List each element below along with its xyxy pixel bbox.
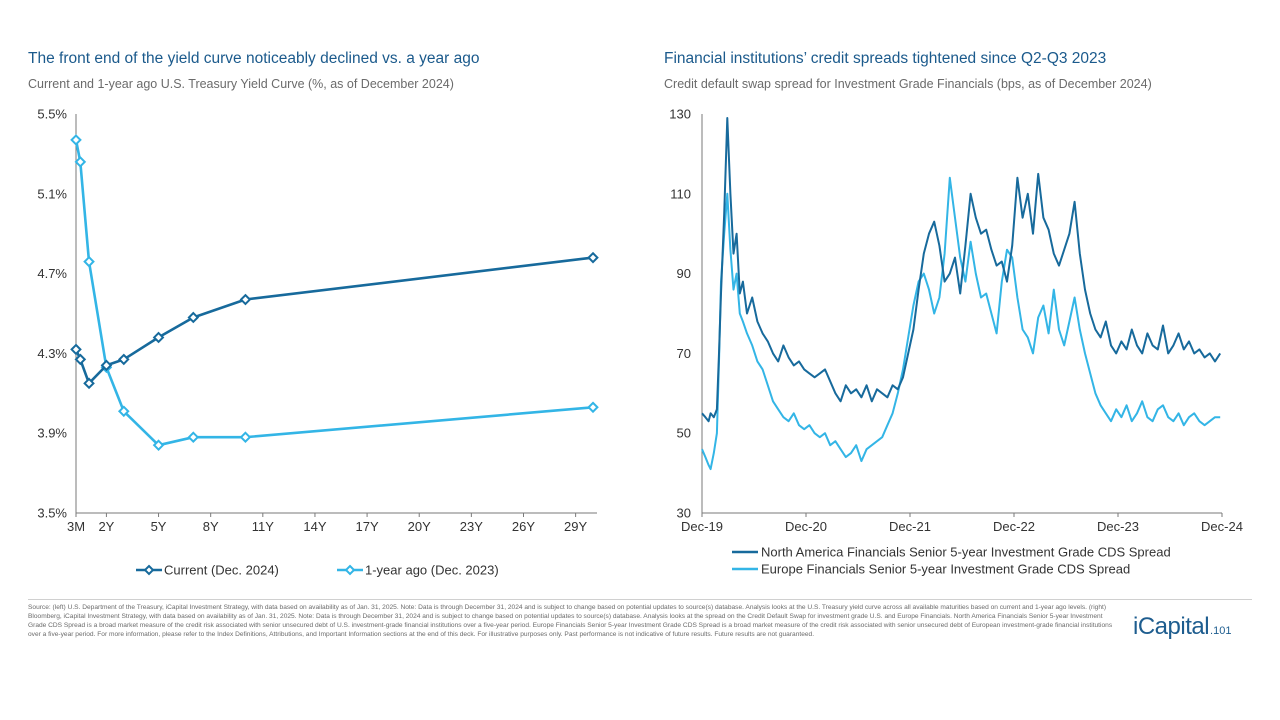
legend-label: Europe Financials Senior 5-year Investme… [761, 562, 1130, 577]
cds-spread-chart: 30 50 70 90 110 130 Dec-19 Dec-20 Dec-21 Dec-22 De… [669, 107, 1243, 577]
data-point-marker [74, 156, 87, 168]
x-tick-label: 8Y [203, 519, 219, 534]
data-point-marker [83, 255, 95, 268]
left-chart-subtitle: Current and 1-year ago U.S. Treasury Yie… [28, 77, 454, 91]
footer-divider [28, 599, 1252, 600]
x-tick-label: 14Y [303, 519, 326, 534]
icapital-logo: iCapital.101 [1133, 613, 1231, 641]
data-point-marker [70, 343, 82, 356]
y-tick-label: 4.7% [37, 266, 67, 281]
legend-label: 1-year ago (Dec. 2023) [365, 563, 499, 578]
y-tick-label: 70 [677, 346, 691, 361]
y-tick-label: 50 [677, 426, 691, 441]
y-tick-label: 5.1% [37, 186, 67, 201]
legend-label: North America Financials Senior 5-year I… [761, 545, 1171, 560]
legend-marker [344, 564, 356, 576]
data-point-marker [152, 439, 165, 451]
x-tick-label: Dec-24 [1201, 519, 1243, 534]
x-tick-label: Dec-22 [993, 519, 1035, 534]
logo-suffix: .101 [1210, 625, 1232, 637]
x-tick-label: 3M [67, 519, 85, 534]
right-chart-title: Financial institutions’ credit spreads t… [664, 50, 1107, 67]
data-point-marker [187, 431, 200, 444]
y-tick-label: 4.3% [37, 346, 67, 361]
logo-wordmark: iCapital [1133, 613, 1210, 640]
data-point-marker [70, 134, 82, 146]
data-point-marker [587, 401, 599, 414]
data-point-marker [117, 405, 130, 418]
data-point-marker [239, 293, 252, 306]
data-point-marker [74, 353, 87, 366]
series-line [701, 176, 1221, 471]
data-point-marker [239, 431, 252, 444]
data-point-marker [100, 359, 113, 372]
y-tick-label: 30 [677, 506, 691, 521]
yield-curve-chart: 3.5% 3.9% 4.3% 4.7% 5.1% 5.5% 3M 2Y 5Y 8Y 11Y 14Y 17… [37, 107, 599, 578]
x-tick-label: 29Y [564, 519, 587, 534]
data-point-marker [587, 251, 599, 264]
series-line [701, 117, 1222, 423]
source-footnote: Source: (left) U.S. Department of the Tr… [28, 604, 1113, 638]
y-tick-label: 90 [677, 266, 691, 281]
legend-marker [143, 564, 155, 576]
x-tick-label: Dec-23 [1097, 519, 1139, 534]
x-tick-label: Dec-20 [785, 519, 827, 534]
x-tick-label: 2Y [98, 519, 114, 534]
y-tick-label: 130 [669, 107, 691, 122]
data-point-marker [152, 331, 165, 344]
legend-label: Current (Dec. 2024) [164, 563, 279, 578]
x-tick-label: Dec-19 [681, 519, 723, 534]
left-chart-title: The front end of the yield curve noticea… [28, 50, 480, 67]
data-point-marker [187, 311, 200, 324]
x-tick-label: 26Y [512, 519, 535, 534]
series-line [74, 256, 594, 385]
y-tick-label: 5.5% [37, 107, 67, 122]
x-tick-label: 23Y [460, 519, 483, 534]
y-tick-label: 3.5% [37, 506, 67, 521]
right-chart-subtitle: Credit default swap spread for Investmen… [664, 77, 1152, 91]
x-tick-label: 17Y [356, 519, 379, 534]
x-tick-label: 20Y [408, 519, 431, 534]
series-line [74, 139, 594, 447]
data-point-marker [117, 353, 130, 366]
y-tick-label: 110 [670, 186, 691, 201]
x-tick-label: Dec-21 [889, 519, 931, 534]
x-tick-label: 11Y [252, 519, 274, 534]
x-tick-label: 5Y [151, 519, 167, 534]
data-point-marker [83, 377, 95, 390]
y-tick-label: 3.9% [37, 426, 67, 441]
